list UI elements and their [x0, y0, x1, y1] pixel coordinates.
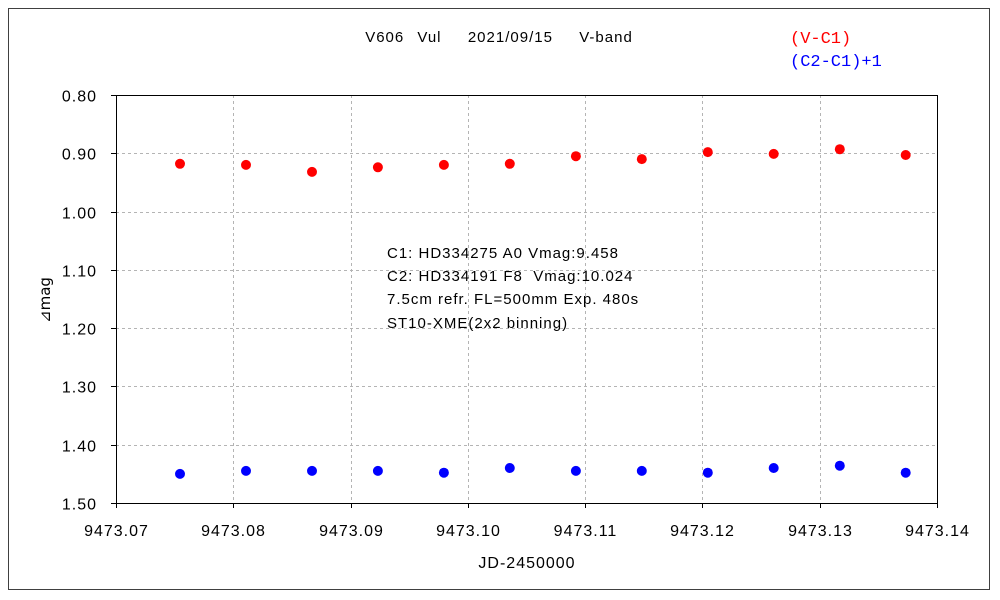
plot-area — [116, 95, 938, 504]
data-point-v-c1 — [372, 162, 383, 173]
data-point-v-c1 — [307, 166, 317, 177]
legend-entry-v-c1: (V-C1) — [790, 30, 851, 49]
y-tick-label: 1.50 — [62, 497, 97, 514]
legend: (V-C1) (C2-C1)+1 — [790, 30, 882, 72]
x-tick-label: 9473.10 — [436, 523, 501, 540]
y-axis-title: ⊿mag — [36, 277, 54, 323]
data-point-c2-c1-plus-1 — [768, 463, 779, 473]
x-tick-label: 9473.09 — [319, 523, 384, 540]
y-tick-label: 0.90 — [62, 147, 97, 164]
data-point-v-c1 — [900, 150, 911, 160]
data-point-c2-c1-plus-1 — [900, 467, 911, 478]
chart-title: V606 Vul 2021/09/15 V-band — [365, 29, 633, 46]
data-point-v-c1 — [768, 148, 779, 159]
y-tick-label: 1.10 — [62, 264, 97, 281]
y-tick-label: 1.40 — [62, 439, 97, 456]
data-points — [175, 144, 911, 479]
x-tick-label: 9473.08 — [201, 523, 266, 540]
y-tick-label: 1.00 — [62, 206, 97, 223]
x-tick-label: 9473.13 — [788, 523, 853, 540]
annotation-box: C1: HD334275 A0 Vmag:9.458 C2: HD334191 … — [387, 245, 639, 332]
data-point-c2-c1-plus-1 — [307, 465, 317, 476]
data-point-c2-c1-plus-1 — [636, 465, 647, 476]
annotation-line-comparison-2: C2: HD334191 F8 Vmag:10.024 — [387, 268, 633, 285]
data-point-c2-c1-plus-1 — [702, 467, 713, 478]
data-point-c2-c1-plus-1 — [504, 463, 515, 473]
data-point-v-c1 — [570, 151, 581, 162]
data-point-c2-c1-plus-1 — [372, 465, 383, 476]
series-v-c1 — [175, 144, 911, 177]
x-tick-label: 9473.14 — [905, 523, 970, 540]
data-point-v-c1 — [504, 158, 515, 169]
data-point-v-c1 — [438, 159, 449, 170]
annotation-line-telescope: 7.5cm refr. FL=500mm Exp. 480s — [387, 291, 639, 308]
y-tick-label: 1.20 — [62, 322, 97, 339]
data-point-c2-c1-plus-1 — [241, 465, 251, 476]
annotation-line-comparison-1: C1: HD334275 A0 Vmag:9.458 — [387, 245, 619, 262]
annotation-line-camera: ST10-XME(2x2 binning) — [387, 315, 568, 332]
x-axis-tick-labels: 9473.07 9473.08 9473.09 9473.10 9473.11 9473.… — [84, 523, 970, 540]
data-point-c2-c1-plus-1 — [438, 467, 449, 478]
x-tick-label: 9473.12 — [670, 523, 735, 540]
data-point-c2-c1-plus-1 — [834, 460, 845, 471]
axis-ticks — [111, 95, 938, 508]
x-axis-title: JD-2450000 — [478, 555, 575, 572]
gridlines — [116, 95, 937, 503]
data-point-c2-c1-plus-1 — [175, 468, 185, 479]
data-point-v-c1 — [241, 159, 251, 170]
data-point-v-c1 — [636, 154, 647, 165]
y-axis-tick-labels: 0.80 0.90 1.00 1.10 1.20 1.30 1.40 1.50 — [62, 89, 97, 514]
x-tick-label: 9473.11 — [554, 523, 618, 540]
data-point-v-c1 — [175, 158, 185, 169]
x-tick-label: 9473.07 — [84, 523, 149, 540]
data-point-c2-c1-plus-1 — [570, 465, 581, 476]
y-tick-label: 0.80 — [62, 89, 97, 106]
legend-entry-c2-c1-plus-1: (C2-C1)+1 — [790, 53, 882, 72]
series-c2-c1-plus-1 — [175, 460, 911, 479]
y-tick-label: 1.30 — [62, 380, 97, 397]
data-point-v-c1 — [834, 144, 845, 155]
data-point-v-c1 — [702, 147, 713, 158]
chart-frame — [8, 8, 990, 590]
